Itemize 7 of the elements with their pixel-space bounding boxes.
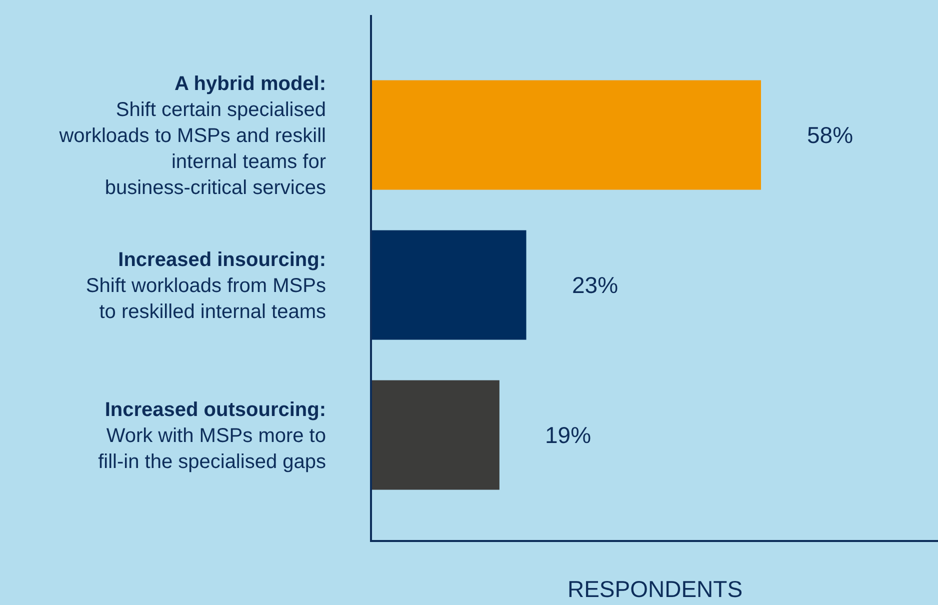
data-label: 58% xyxy=(807,122,854,148)
y-tick-label: Increased insourcing: Shift workloads from MSPs to reskilled internal teams xyxy=(86,249,326,323)
data-label: 23% xyxy=(572,272,618,298)
x-axis-title: RESPONDENTS xyxy=(567,576,743,602)
data-label: 19% xyxy=(545,422,592,448)
y-tick-label: A hybrid model: Shift certain specialised workloads to MSPs and reskill internal teams for business-critical services xyxy=(58,73,326,199)
y-tick-label: Increased outsourcing: Work with MSPs more to fill-in the specialised gaps xyxy=(98,399,326,473)
